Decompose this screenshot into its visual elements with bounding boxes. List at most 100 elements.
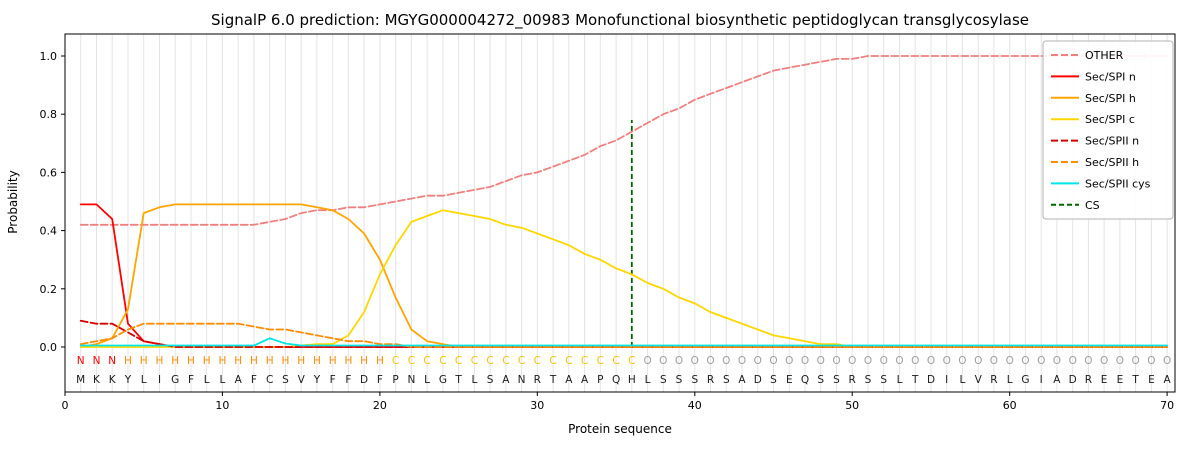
region-label: H: [297, 355, 305, 367]
region-label: H: [281, 355, 289, 367]
residue-letter: S: [723, 374, 730, 386]
series-other: [79, 55, 1168, 226]
legend-item: OTHER: [1051, 49, 1124, 62]
legend-item: Sec/SPII h: [1051, 156, 1139, 169]
legend-label: OTHER: [1085, 49, 1124, 62]
region-label: C: [549, 355, 556, 367]
y-tick-label: 0.8: [40, 108, 58, 121]
legend-item: Sec/SPI c: [1051, 113, 1135, 126]
region-label: C: [455, 355, 462, 367]
residue-letter: A: [738, 374, 746, 386]
region-label: O: [832, 355, 840, 367]
region-label: O: [691, 355, 699, 367]
residue-letter: L: [897, 374, 903, 386]
region-label: O: [754, 355, 762, 367]
residue-letter: D: [927, 374, 935, 386]
region-label: O: [769, 355, 777, 367]
residue-letter: T: [1131, 374, 1139, 386]
plot-border: [64, 33, 1176, 393]
region-label: H: [344, 355, 352, 367]
legend-item: Sec/SPI n: [1051, 70, 1136, 83]
residue-letter: E: [1101, 374, 1108, 386]
region-label: O: [801, 355, 809, 367]
region-label: O: [1116, 355, 1124, 367]
residue-letter: R: [849, 374, 856, 386]
residue-letter: L: [424, 374, 430, 386]
chart-title: SignalP 6.0 prediction: MGYG000004272_00…: [211, 11, 1029, 29]
residue-letter: I: [158, 374, 161, 386]
region-label: O: [675, 355, 683, 367]
x-tick-label: 70: [1160, 399, 1174, 412]
x-tick-label: 40: [688, 399, 702, 412]
region-label: O: [1006, 355, 1014, 367]
residue-letter: S: [817, 374, 824, 386]
residue-letter: D: [1069, 374, 1077, 386]
region-label: O: [990, 355, 998, 367]
legend-label: Sec/SPI c: [1085, 113, 1135, 126]
legend-item: Sec/SPI h: [1051, 92, 1136, 105]
region-label: H: [266, 355, 274, 367]
residue-letter: G: [439, 374, 447, 386]
region-label: H: [187, 355, 195, 367]
region-label: C: [628, 355, 635, 367]
legend-label: Sec/SPI h: [1085, 92, 1136, 105]
legend-label: CS: [1085, 199, 1100, 212]
series-sec-spi-c: [79, 209, 1168, 348]
region-label: O: [659, 355, 667, 367]
residue-letter: V: [975, 374, 983, 386]
region-label: C: [423, 355, 430, 367]
residue-letter: G: [171, 374, 179, 386]
legend-label: Sec/SPII cys: [1085, 177, 1151, 190]
residue-letter: E: [1117, 374, 1124, 386]
residue-letter: K: [93, 374, 101, 386]
region-label: H: [360, 355, 368, 367]
residue-letter: A: [565, 374, 573, 386]
residue-letter: P: [392, 374, 398, 386]
region-label: C: [597, 355, 604, 367]
region-label: H: [250, 355, 258, 367]
y-tick-label: 0.2: [40, 283, 58, 296]
residue-letter: P: [597, 374, 603, 386]
region-label: O: [643, 355, 651, 367]
residue-letter: S: [660, 374, 667, 386]
legend-label: Sec/SPI n: [1085, 70, 1136, 83]
series-sec-spii-h: [79, 322, 1168, 348]
region-label: O: [722, 355, 730, 367]
residue-letter: L: [1007, 374, 1013, 386]
region-label: O: [974, 355, 982, 367]
residue-letter: D: [754, 374, 762, 386]
series-sec-spii-cys: [79, 337, 1168, 347]
x-tick-label: 60: [1003, 399, 1017, 412]
residue-letter: S: [487, 374, 494, 386]
residue-letter: D: [360, 374, 368, 386]
region-label: O: [1021, 355, 1029, 367]
legend-item: CS: [1051, 199, 1100, 212]
region-label: C: [502, 355, 509, 367]
x-tick-label: 20: [373, 399, 387, 412]
residue-letter: L: [141, 374, 147, 386]
residue-letter: I: [1040, 374, 1043, 386]
x-axis-label: Protein sequence: [568, 422, 672, 436]
residue-letter: T: [549, 374, 557, 386]
residue-letter: A: [1053, 374, 1061, 386]
residue-letter: S: [282, 374, 289, 386]
region-label: C: [565, 355, 572, 367]
residue-letter: G: [1021, 374, 1029, 386]
residue-letter: S: [691, 374, 698, 386]
residue-letter: R: [1085, 374, 1092, 386]
y-axis-label: Probability: [6, 170, 20, 233]
residue-letter: S: [833, 374, 840, 386]
y-tick-label: 0.0: [40, 341, 58, 354]
y-tick-label: 1.0: [40, 50, 58, 63]
region-label: O: [880, 355, 888, 367]
legend-item: Sec/SPII cys: [1051, 177, 1151, 190]
region-label: O: [848, 355, 856, 367]
legend-label: Sec/SPII n: [1085, 135, 1139, 148]
residue-letter: L: [471, 374, 477, 386]
region-label: H: [218, 355, 226, 367]
residue-letter: Q: [612, 374, 620, 386]
legend-box: [1042, 40, 1174, 220]
x-tick-label: 0: [62, 399, 69, 412]
